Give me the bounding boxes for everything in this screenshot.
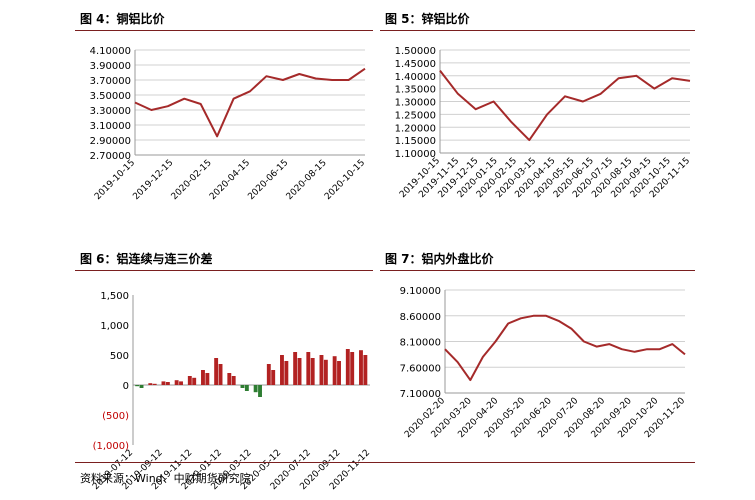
title-rule [75,30,373,31]
chart-svg-copper-aluminum: 4.10000 3.90000 3.70000 3.50000 3.30000 3.100… [90,46,367,202]
bar [306,352,311,385]
y-tick-label: 8.10000 [400,338,441,349]
title-rule [380,270,695,271]
bar [280,355,284,385]
bar [152,383,157,385]
title-rule [75,270,373,271]
bar [227,373,232,385]
bar [174,380,179,385]
bar [179,381,183,385]
y-tick-label: 3.50000 [90,91,131,102]
y-tick-label: 1,500 [100,291,129,302]
bar [187,376,192,385]
y-tick-label: 4.10000 [90,46,131,57]
bar [332,356,337,385]
y-tick-label: 1.20000 [395,123,436,134]
bar [319,355,324,385]
bar [244,385,249,391]
y-tick-label: (500) [102,411,129,422]
bar [297,358,302,385]
y-tick-label: 8.60000 [400,312,441,323]
chart-title-aluminum-in-out: 图 7：铝内外盘比价 [385,252,494,266]
y-tick-label: 1.35000 [395,85,436,96]
y-tick-label: 7.10000 [400,389,441,400]
bar [214,358,219,385]
bar [266,364,271,385]
chart-svg-aluminum-in-out: 9.100008.600008.100007.600007.100002020-… [400,286,688,440]
series-line [439,69,691,142]
bar [350,352,355,385]
y-tick-label: 1.25000 [395,110,436,121]
title-rule [380,30,695,31]
bar [161,381,166,385]
y-tick-label: 0 [123,381,129,392]
y-tick-label: 1.45000 [395,59,436,70]
chart-svg-zinc-aluminum: 1.50000 1.45000 1.40000 1.35000 1.300001.250… [395,46,692,200]
y-tick-label: (1,000) [93,441,130,452]
y-tick-label: 1,000 [100,321,129,332]
bar [337,361,341,385]
chart-svg-aluminum-spread: 1,5001,0005000(500)(1,000)2019-07-122019… [91,291,372,492]
y-tick-label: 9.10000 [400,286,441,297]
y-tick-label: 1.10000 [395,149,436,160]
y-tick-label: 3.70000 [90,76,131,87]
y-tick-label: 500 [110,351,129,362]
chart-copper-aluminum: 4.10000 3.90000 3.70000 3.50000 3.30000 3.100… [75,35,375,245]
chart-zinc-aluminum: 1.50000 1.45000 1.40000 1.35000 1.30000 1.250… [380,35,700,245]
bar [231,376,236,385]
y-tick-label: 3.10000 [90,121,131,132]
bar [205,373,210,385]
source-note: 资料来源：Wind、中财期货研究院 [80,472,251,485]
y-tick-label: 1.40000 [395,72,436,83]
y-tick-label: 3.30000 [90,106,131,117]
bar [201,370,205,385]
bar [310,358,315,385]
bar [148,383,153,385]
bar [284,361,289,385]
bar [293,352,298,385]
bar [258,385,262,397]
chart-aluminum-in-out: 9.10000 8.60000 8.10000 7.60000 7.10000 2020-… [380,275,700,460]
chart-title-zinc-aluminum: 图 5：锌铝比价 [385,12,470,26]
bar [192,377,197,385]
y-tick-label: 2.70000 [90,151,131,162]
x-tick-label: 2020-10-15 [323,158,367,202]
bar [135,385,140,387]
y-tick-label: 1.50000 [395,46,436,57]
bar [240,385,245,388]
bar [323,359,328,385]
series-line [134,67,366,138]
y-tick-label: 2.90000 [90,136,131,147]
chart-title-aluminum-spread: 图 6：铝连续与连三价差 [80,252,213,266]
chart-aluminum-spread: 1,500 1,000 500 0 (500) (1,000) 2019-07-12 2019… [75,275,375,492]
bar [165,382,170,385]
y-tick-label: 1.30000 [395,98,436,109]
series-line [444,314,686,382]
bar [345,349,350,385]
bar [363,355,368,385]
source-rule [75,462,695,463]
bar [359,350,363,385]
y-tick-label: 1.15000 [395,136,436,147]
bar [253,385,258,393]
chart-title-copper-aluminum: 图 4：铜铝比价 [80,12,165,26]
y-tick-label: 7.60000 [400,363,441,374]
bar [218,364,223,385]
bar [139,385,144,388]
bar [271,370,276,385]
y-tick-label: 3.90000 [90,61,131,72]
